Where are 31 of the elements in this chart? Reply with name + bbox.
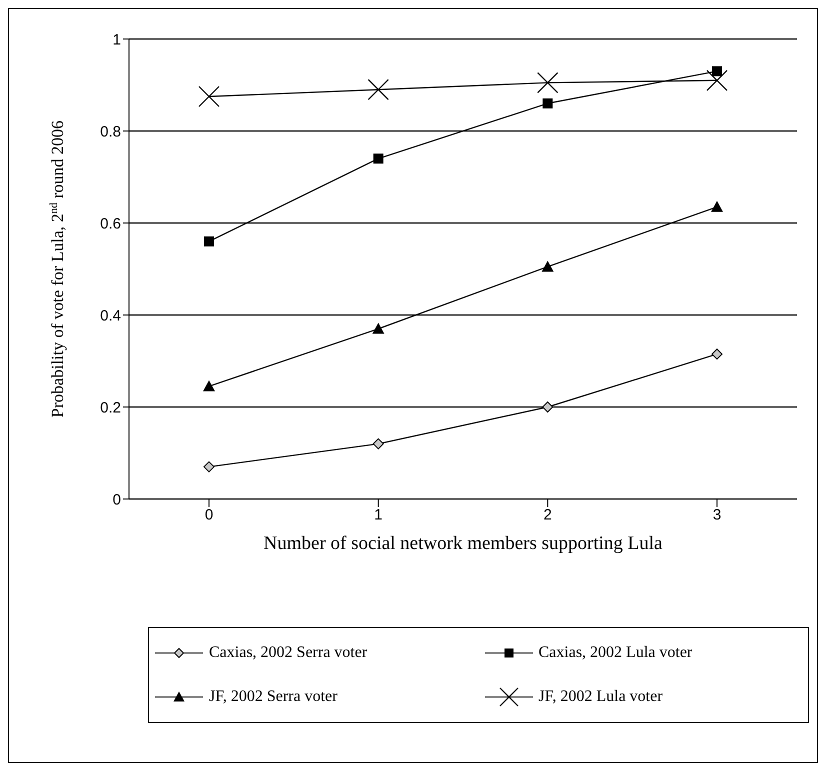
- legend-label: JF, 2002 Lula voter: [538, 688, 663, 706]
- y-tick-label: 0.4: [100, 307, 121, 324]
- point: [542, 98, 553, 108]
- point: [203, 380, 215, 392]
- x-tick-label: 3: [712, 506, 722, 524]
- point: [372, 322, 384, 334]
- y-tick-label: 0: [112, 491, 121, 508]
- point: [372, 438, 384, 450]
- x-tick-label: 0: [204, 506, 214, 524]
- y-tick-label: 0.8: [100, 123, 121, 140]
- point: [373, 154, 384, 164]
- point: [542, 402, 554, 412]
- point: [706, 70, 728, 91]
- y-tick-label: 0.6: [100, 215, 121, 232]
- point: [711, 200, 723, 212]
- legend-label: Caxias, 2002 Lula voter: [538, 644, 692, 662]
- legend-label: JF, 2002 Serra voter: [209, 688, 338, 706]
- y-tick-label: 0.2: [100, 399, 121, 416]
- x-axis-title: Number of social network members supporting Lula: [264, 533, 664, 554]
- point: [204, 236, 214, 246]
- point: [712, 348, 722, 360]
- point: [712, 66, 722, 76]
- x-tick-label: 2: [543, 506, 552, 524]
- point: [368, 79, 389, 100]
- point: [198, 86, 220, 108]
- legend-label: Caxias, 2002 Serra voter: [209, 644, 368, 662]
- point: [542, 260, 554, 272]
- x-tick-label: 1: [374, 506, 383, 524]
- y-tick-label: 1: [112, 31, 121, 48]
- point: [537, 72, 558, 94]
- point: [204, 461, 214, 472]
